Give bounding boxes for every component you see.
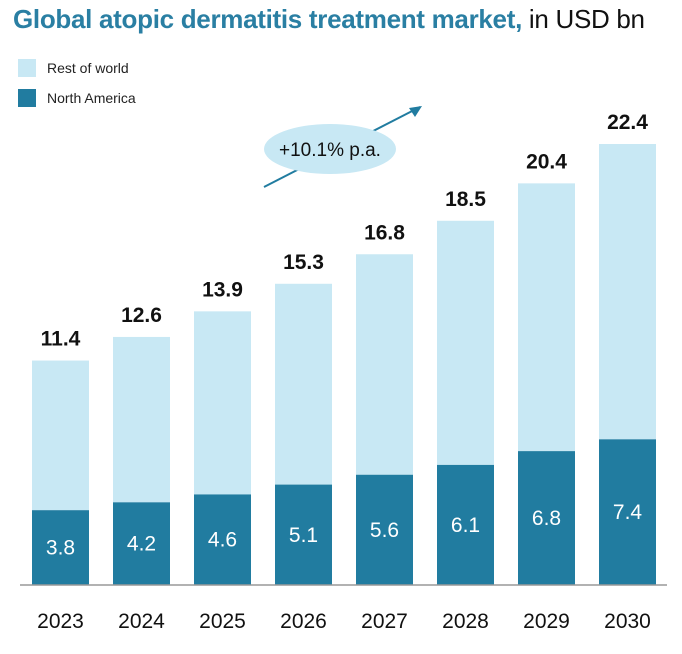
bar-label-total: 22.4 [607, 111, 648, 134]
bar-rest-of-world [275, 283, 332, 485]
chart-title-bold: Global atopic dermatitis treatment marke… [13, 4, 522, 34]
bar-label-north-america: 4.6 [208, 529, 237, 552]
bar-north-america [356, 474, 413, 585]
bar-label-total: 15.3 [283, 251, 324, 274]
bar-rest-of-world [437, 220, 494, 465]
bar-label-total: 18.5 [445, 188, 486, 211]
bar-label-total: 20.4 [526, 150, 567, 173]
legend-label: North America [47, 90, 136, 106]
cagr-label: +10.1% p.a. [279, 140, 381, 161]
bar-rest-of-world [356, 254, 413, 475]
legend-item-rest-of-world: Rest of world [18, 59, 129, 77]
x-tick-label: 2027 [361, 610, 408, 633]
bar-label-north-america: 6.8 [532, 507, 561, 530]
bar-rest-of-world [518, 183, 575, 452]
bar-label-north-america: 7.4 [613, 501, 643, 524]
bar-north-america [599, 439, 656, 585]
x-tick-label: 2025 [199, 610, 246, 633]
bar-label-north-america: 3.8 [46, 537, 75, 560]
legend-swatch-north-america [18, 89, 36, 107]
bar-north-america [518, 451, 575, 585]
bar-label-total: 11.4 [41, 328, 81, 351]
bar-rest-of-world [113, 336, 170, 503]
bar-label-total: 13.9 [202, 278, 243, 301]
bar-rest-of-world [32, 360, 89, 511]
bar-label-total: 16.8 [364, 221, 405, 244]
bar-north-america [194, 494, 251, 585]
bar-label-north-america: 4.2 [127, 533, 156, 556]
legend-label: Rest of world [47, 60, 129, 76]
x-tick-label: 2023 [37, 610, 84, 633]
chart-title: Global atopic dermatitis treatment marke… [13, 4, 645, 35]
x-tick-label: 2030 [604, 610, 651, 633]
bar-rest-of-world [599, 144, 656, 440]
bar-label-north-america: 6.1 [451, 514, 480, 537]
x-tick-label: 2028 [442, 610, 489, 633]
bar-label-north-america: 5.6 [370, 519, 399, 542]
legend-item-north-america: North America [18, 89, 136, 107]
bar-label-total: 12.6 [121, 304, 162, 327]
bar-north-america [32, 510, 89, 585]
x-tick-label: 2026 [280, 610, 327, 633]
x-tick-label: 2024 [118, 610, 165, 633]
bar-north-america [113, 502, 170, 585]
chart-title-unit: in USD bn [522, 4, 645, 34]
cagr-bubble [264, 124, 396, 174]
bar-label-north-america: 5.1 [289, 524, 318, 547]
x-tick-label: 2029 [523, 610, 570, 633]
bar-north-america [275, 484, 332, 585]
growth-arrow-head [409, 106, 422, 117]
bar-north-america [437, 464, 494, 585]
legend-swatch-rest-of-world [18, 59, 36, 77]
bar-rest-of-world [194, 311, 251, 495]
